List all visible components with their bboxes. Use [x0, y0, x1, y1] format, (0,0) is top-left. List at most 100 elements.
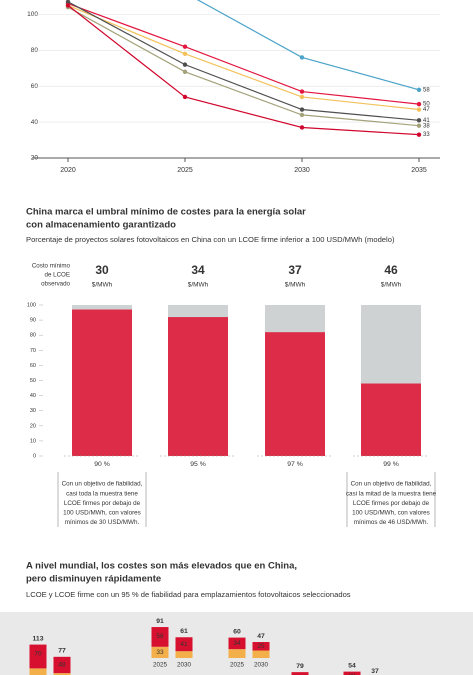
annotation: 100 USD/MWh, con valores: [63, 509, 141, 516]
bar-segment: [175, 637, 193, 652]
x-tick-label: 2035: [411, 167, 427, 174]
annotation: mínimos de 46 USD/MWh.: [354, 519, 429, 526]
bar-segment: [343, 671, 361, 675]
point: [416, 118, 422, 123]
total-label: 54: [348, 662, 356, 669]
bar-segment: [29, 668, 47, 675]
total-label: 91: [156, 618, 164, 625]
header-label: de LCOE: [45, 272, 70, 279]
point: [416, 101, 422, 107]
min-cost-unit: $/MWh: [285, 282, 306, 289]
y-tick-label: 70: [30, 348, 36, 354]
segment-label: 28: [348, 673, 356, 675]
line: [67, 4, 420, 136]
line: [67, 1, 420, 121]
end-label: 47: [423, 107, 430, 113]
min-cost: 46: [384, 263, 398, 277]
y-tick-label: 30: [30, 408, 36, 414]
segment-label: 33: [156, 649, 164, 656]
point: [299, 94, 305, 100]
x-tick-label: 2020: [60, 167, 76, 174]
total-label: 60: [233, 628, 241, 635]
annotation-bracket: [57, 472, 147, 527]
total-label: 61: [180, 628, 188, 635]
x-tick-label: 2030: [254, 662, 269, 669]
annotation: casi toda la muestra tiene: [66, 490, 138, 497]
annotation-bracket: [346, 472, 436, 527]
chart-title: China marca el umbral mínimo de costes p…: [26, 207, 306, 218]
min-cost: 34: [191, 263, 205, 277]
bar-segment: [151, 646, 169, 658]
annotation: 100 USD/MWh, con valores: [352, 509, 430, 516]
plot-area: [65, 0, 422, 137]
segment-label: 58: [156, 633, 164, 640]
chart-title: con almacenamiento garantizado: [26, 220, 176, 231]
segment-label: 70: [34, 650, 42, 657]
point: [416, 87, 422, 92]
header-label: Costo mínimo: [32, 263, 71, 270]
annotation: Con un objetivo de fiabilidad,: [62, 481, 143, 488]
min-cost-unit: $/MWh: [381, 282, 402, 289]
point: [182, 44, 188, 49]
point: [182, 51, 188, 57]
x-tick-label: 2025: [153, 662, 168, 669]
y-tick-label: 10: [30, 438, 36, 444]
total-label: 77: [58, 648, 66, 655]
chart-subtitle: LCOE y LCOE firme con un 95 % de fiabili…: [26, 590, 351, 599]
end-label: 38: [423, 123, 430, 129]
total-label: 47: [257, 633, 265, 640]
x-tick-label: 90 %: [94, 461, 110, 468]
point: [299, 55, 305, 60]
x-tick-label: 2025: [230, 662, 245, 669]
bar-segment: [151, 627, 169, 647]
bar-segment: [29, 644, 47, 669]
header-label: observado: [41, 281, 70, 288]
x-tick-label: 2030: [177, 662, 192, 669]
point: [416, 107, 422, 112]
line: [67, 3, 420, 105]
annotation: Con un objetivo de fiabilidad,: [351, 481, 432, 488]
y-tick-label: 40: [30, 393, 36, 399]
bar-segment: [252, 650, 270, 658]
line: [67, 4, 420, 111]
annotation: LCOE firmes por debajo de: [64, 500, 141, 507]
annotation: LCOE firmes por debajo de: [353, 500, 430, 507]
y-tick-label: 80: [30, 333, 36, 339]
end-label: 33: [423, 132, 430, 138]
end-label: 41: [423, 118, 430, 124]
annotation: casi la mitad de la muestra tiene: [346, 490, 437, 497]
total-label: 113: [33, 635, 44, 642]
line: [67, 6, 420, 127]
point: [299, 125, 305, 130]
annotation: mínimos de 30 USD/MWh.: [65, 519, 140, 526]
point: [416, 132, 422, 137]
bar-segment: [53, 673, 71, 675]
segment-label: 25: [257, 643, 265, 650]
end-label: 58: [423, 87, 430, 93]
point: [416, 123, 422, 128]
point: [182, 69, 188, 75]
x-tick-label: 99 %: [383, 461, 399, 468]
min-cost: 37: [288, 263, 302, 277]
y-tick-label: 100: [27, 302, 36, 308]
total-label: 79: [296, 663, 304, 670]
y-tick-label: 0: [33, 453, 36, 459]
point: [182, 62, 188, 67]
line: [196, 0, 420, 91]
segment-label: 41: [180, 641, 188, 648]
end-label: 50: [423, 102, 430, 108]
x-tick-label: 97 %: [287, 461, 303, 468]
x-tick-label: 2030: [294, 167, 310, 174]
point: [182, 94, 188, 100]
segment-label: 48: [58, 662, 66, 669]
y-tick-label: 60: [30, 363, 36, 369]
min-cost-unit: $/MWh: [92, 282, 113, 289]
chart-subtitle: Porcentaje de proyectos solares fotovolt…: [26, 235, 395, 244]
bar-segment: [175, 651, 193, 658]
bar-segment: [53, 656, 71, 674]
y-tick-label: 20: [30, 423, 36, 429]
point: [299, 107, 305, 112]
bar-segment: [228, 637, 246, 650]
